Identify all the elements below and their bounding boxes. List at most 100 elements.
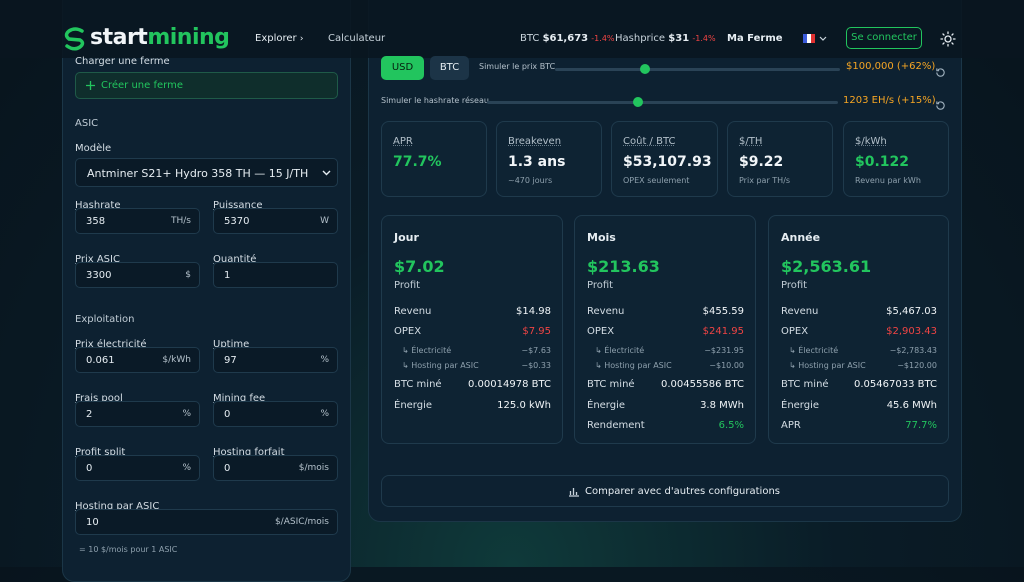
field-value: 10 xyxy=(86,517,99,528)
reset-icon[interactable] xyxy=(935,63,947,77)
field-label: Uptime xyxy=(213,339,250,350)
row-value: −$120.00 xyxy=(897,361,937,370)
row-label: Énergie xyxy=(781,400,820,411)
field-unit: % xyxy=(182,463,191,473)
kpi-card: APR 77.7% xyxy=(381,121,487,197)
field-value: 0 xyxy=(224,463,231,474)
hosting-note: = 10 $/mois pour 1 ASIC xyxy=(79,545,178,554)
section-asic: ASIC xyxy=(75,118,99,129)
row-label: Énergie xyxy=(394,400,433,411)
ticker-value: $61,673 xyxy=(542,33,589,44)
period-title: Mois xyxy=(587,231,616,244)
field-value: 358 xyxy=(86,216,106,227)
slider-label: Simuler le hashrate réseau xyxy=(381,96,489,105)
field-input[interactable]: 0 $/mois xyxy=(213,455,338,481)
row-label: APR xyxy=(781,420,801,431)
row-value: −$10.00 xyxy=(709,361,744,370)
kpi-value: 77.7% xyxy=(393,154,442,170)
field-label: Hashrate xyxy=(75,200,121,211)
field-input[interactable]: 0.061 $/kWh xyxy=(75,347,200,373)
slider-value: 1203 EH/s (+15%) xyxy=(843,95,936,106)
row-value: 0.00455586 BTC xyxy=(661,379,744,390)
row-label: ↳ Hosting par ASIC xyxy=(402,361,479,370)
field-input[interactable]: 3300 $ xyxy=(75,262,200,288)
nav-explorer[interactable]: Explorer › xyxy=(255,33,303,44)
field-input[interactable]: 0% xyxy=(213,401,338,427)
row-value: 45.6 MWh xyxy=(886,400,937,411)
currency-toggle[interactable]: BTC xyxy=(430,56,469,80)
slider-thumb[interactable] xyxy=(640,64,650,74)
top-bar: startmining Explorer › Calculateur BTC $… xyxy=(0,0,1024,58)
login-button[interactable]: Se connecter xyxy=(846,27,922,49)
field-value: 5370 xyxy=(224,216,250,227)
logo[interactable]: startmining xyxy=(90,25,230,50)
kpi-sub: Prix par TH/s xyxy=(739,176,791,185)
chart-icon xyxy=(569,488,579,497)
period-profit: $7.02 xyxy=(394,257,445,276)
field-label: Frais pool xyxy=(75,393,123,404)
field-input[interactable]: 358 TH/s xyxy=(75,208,200,234)
theme-toggle[interactable] xyxy=(940,31,956,47)
kpi-sub: Revenu par kWh xyxy=(855,176,921,185)
row-label: ↳ Hosting par ASIC xyxy=(789,361,866,370)
field-label: Puissance xyxy=(213,200,263,211)
create-farm-button[interactable]: Créer une ferme xyxy=(75,72,338,99)
nav-calculateur[interactable]: Calculateur xyxy=(328,33,386,44)
field-unit: % xyxy=(182,409,191,419)
field-value: 97 xyxy=(224,355,237,366)
kpi-sub: OPEX seulement xyxy=(623,176,690,185)
field-input[interactable]: 0% xyxy=(75,455,200,481)
row-value: 3.8 MWh xyxy=(700,400,744,411)
model-value: Antminer S21+ Hydro 358 TH — 15 J/TH xyxy=(87,167,309,180)
ticker-label: BTC xyxy=(520,33,540,44)
model-select[interactable]: Antminer S21+ Hydro 358 TH — 15 J/TH xyxy=(75,158,338,187)
row-value: 0.05467033 BTC xyxy=(854,379,937,390)
kpi-value: $53,107.93 xyxy=(623,154,712,170)
period-title: Jour xyxy=(394,231,419,244)
plus-glyph xyxy=(86,81,95,90)
create-farm-text: Créer une ferme xyxy=(101,80,183,91)
period-profit: $213.63 xyxy=(587,257,660,276)
row-value: $14.98 xyxy=(516,306,551,317)
logo-start: start xyxy=(90,25,148,50)
model-label: Modèle xyxy=(75,143,112,154)
kpi-label: APR xyxy=(393,136,413,147)
slider-track[interactable] xyxy=(487,101,838,104)
slider-track[interactable] xyxy=(555,68,840,71)
field-unit: $/ASIC/mois xyxy=(274,517,329,527)
slider-thumb[interactable] xyxy=(633,97,643,107)
kpi-value: $9.22 xyxy=(739,154,784,170)
slider-value: $100,000 (+62%) xyxy=(846,61,936,72)
field-unit: % xyxy=(320,355,329,365)
kpi-card: $/kWh $0.122 Revenu par kWh xyxy=(843,121,949,197)
kpi-value: 1.3 ans xyxy=(508,154,566,170)
field-label: Prix électricité xyxy=(75,339,147,350)
reset-glyph xyxy=(936,101,945,110)
row-label: OPEX xyxy=(587,326,615,337)
field-label: Quantité xyxy=(213,254,257,265)
compare-button[interactable]: Comparer avec d'autres configurations xyxy=(381,475,949,507)
field-unit: % xyxy=(320,409,329,419)
select-chevron xyxy=(322,170,331,176)
field-value: 1 xyxy=(224,270,231,281)
language-picker[interactable] xyxy=(803,34,829,44)
row-value: 77.7% xyxy=(905,420,937,431)
field-input[interactable]: 1 xyxy=(213,262,338,288)
field-input[interactable]: 97% xyxy=(213,347,338,373)
field-input[interactable]: 5370 W xyxy=(213,208,338,234)
field-input[interactable]: 10 $/ASIC/mois xyxy=(75,509,338,535)
row-label: BTC miné xyxy=(587,379,635,390)
kpi-card: Coût / BTC $53,107.93 OPEX seulement xyxy=(611,121,718,197)
kpi-label: $/kWh xyxy=(855,136,887,147)
plus-icon xyxy=(86,78,95,93)
currency-toggle[interactable]: USD xyxy=(381,56,424,80)
farm-link[interactable]: Ma Ferme xyxy=(727,33,783,44)
field-value: 0.061 xyxy=(86,355,115,366)
field-input[interactable]: 2% xyxy=(75,401,200,427)
kpi-value: $0.122 xyxy=(855,154,910,170)
row-value: $455.59 xyxy=(702,306,744,317)
row-label: ↳ Électricité xyxy=(402,346,452,355)
kpi-label: Coût / BTC xyxy=(623,136,676,147)
reset-icon[interactable] xyxy=(935,96,947,110)
